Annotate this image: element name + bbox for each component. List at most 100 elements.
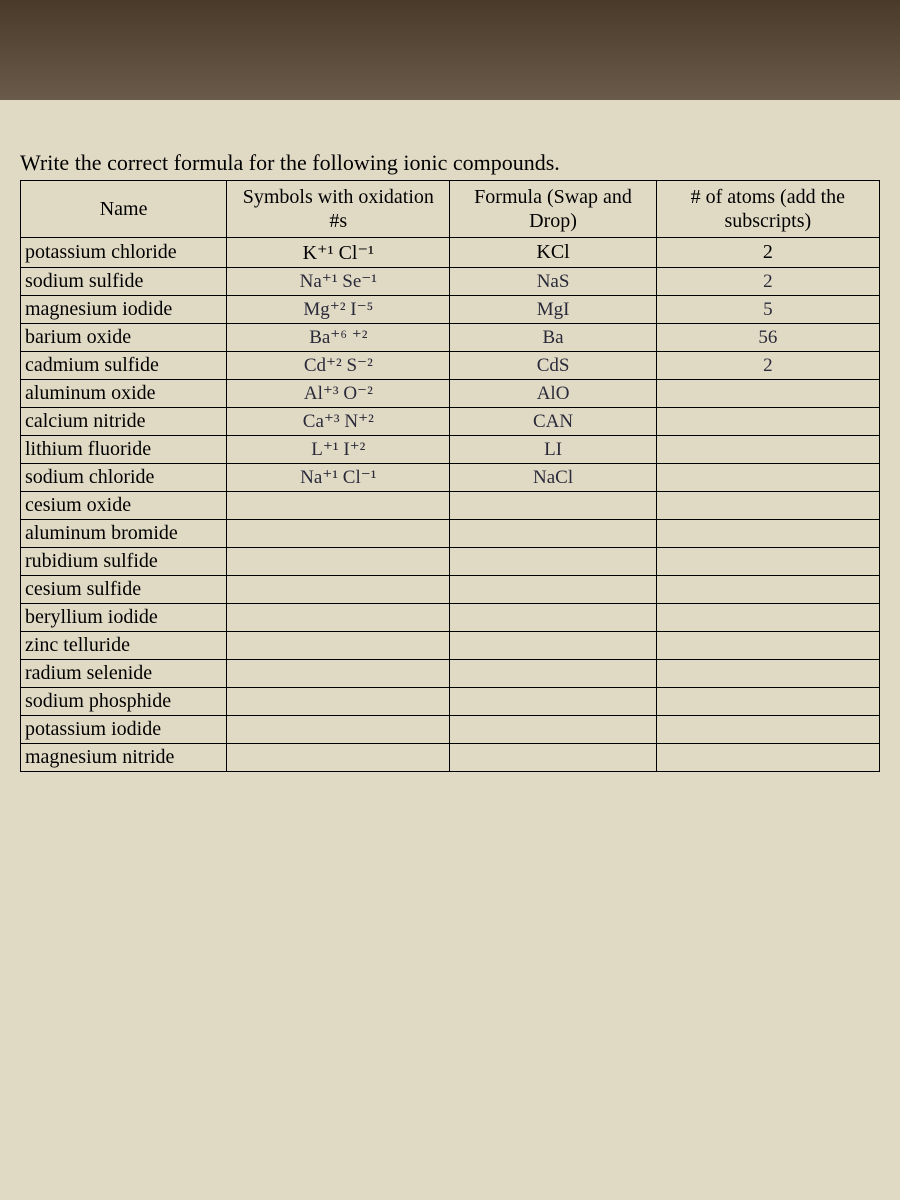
compound-name: radium selenide: [21, 660, 227, 688]
atoms-cell: [656, 520, 879, 548]
formula-cell: Ba: [450, 324, 656, 352]
symbols-cell: Al⁺³ O⁻²: [227, 380, 450, 408]
formula-cell: [450, 716, 656, 744]
formula-cell: [450, 632, 656, 660]
formula-cell: [450, 744, 656, 772]
formula-cell: [450, 492, 656, 520]
formula-cell: [450, 604, 656, 632]
atoms-cell: [656, 660, 879, 688]
table-row: potassium chlorideK⁺¹ Cl⁻¹KCl2: [21, 238, 880, 268]
table-row: magnesium iodideMg⁺² I⁻⁵MgI5: [21, 296, 880, 324]
symbols-cell: [227, 744, 450, 772]
formula-cell: CAN: [450, 408, 656, 436]
atoms-cell: 2: [656, 352, 879, 380]
atoms-cell: [656, 688, 879, 716]
atoms-cell: [656, 548, 879, 576]
table-row: calcium nitrideCa⁺³ N⁺²CAN: [21, 408, 880, 436]
table-row: rubidium sulfide: [21, 548, 880, 576]
table-row: beryllium iodide: [21, 604, 880, 632]
formula-cell: AlO: [450, 380, 656, 408]
symbols-cell: [227, 520, 450, 548]
symbols-cell: [227, 492, 450, 520]
formula-cell: NaS: [450, 268, 656, 296]
compound-name: rubidium sulfide: [21, 548, 227, 576]
formula-cell: [450, 660, 656, 688]
symbols-cell: Cd⁺² S⁻²: [227, 352, 450, 380]
atoms-cell: [656, 744, 879, 772]
formula-cell: KCl: [450, 238, 656, 268]
symbols-cell: [227, 688, 450, 716]
formula-cell: [450, 576, 656, 604]
symbols-cell: Mg⁺² I⁻⁵: [227, 296, 450, 324]
atoms-cell: 2: [656, 238, 879, 268]
atoms-cell: 5: [656, 296, 879, 324]
atoms-cell: 2: [656, 268, 879, 296]
desk-background: [0, 0, 900, 100]
compound-name: aluminum bromide: [21, 520, 227, 548]
table-row: cesium oxide: [21, 492, 880, 520]
header-formula: Formula (Swap and Drop): [450, 181, 656, 238]
compound-name: zinc telluride: [21, 632, 227, 660]
table-row: radium selenide: [21, 660, 880, 688]
symbols-cell: Na⁺¹ Cl⁻¹: [227, 464, 450, 492]
atoms-cell: [656, 464, 879, 492]
compound-name: beryllium iodide: [21, 604, 227, 632]
formula-cell: NaCl: [450, 464, 656, 492]
table-row: sodium phosphide: [21, 688, 880, 716]
compound-name: barium oxide: [21, 324, 227, 352]
compound-name: magnesium nitride: [21, 744, 227, 772]
compound-name: aluminum oxide: [21, 380, 227, 408]
header-formula-label: Formula (Swap and Drop): [474, 186, 632, 232]
table-row: potassium iodide: [21, 716, 880, 744]
formula-cell: LI: [450, 436, 656, 464]
atoms-cell: [656, 436, 879, 464]
atoms-cell: [656, 408, 879, 436]
table-row: barium oxideBa⁺⁶ ⁺²Ba56: [21, 324, 880, 352]
symbols-cell: [227, 576, 450, 604]
atoms-cell: [656, 380, 879, 408]
formula-cell: [450, 548, 656, 576]
compound-name: calcium nitride: [21, 408, 227, 436]
atoms-cell: [656, 492, 879, 520]
table-row: cadmium sulfideCd⁺² S⁻²CdS2: [21, 352, 880, 380]
symbols-cell: [227, 632, 450, 660]
header-name: Name: [21, 181, 227, 238]
formula-cell: MgI: [450, 296, 656, 324]
symbols-cell: [227, 604, 450, 632]
table-row: aluminum bromide: [21, 520, 880, 548]
table-body: potassium chlorideK⁺¹ Cl⁻¹KCl2sodium sul…: [21, 238, 880, 772]
compound-name: potassium chloride: [21, 238, 227, 268]
worksheet-paper: Write the correct formula for the follow…: [0, 100, 900, 1200]
table-row: cesium sulfide: [21, 576, 880, 604]
compounds-table: Name Symbols with oxidation #s Formula (…: [20, 180, 880, 772]
header-row: Name Symbols with oxidation #s Formula (…: [21, 181, 880, 238]
compound-name: sodium phosphide: [21, 688, 227, 716]
formula-cell: [450, 520, 656, 548]
compound-name: magnesium iodide: [21, 296, 227, 324]
table-row: sodium sulfideNa⁺¹ Se⁻¹NaS2: [21, 268, 880, 296]
atoms-cell: [656, 604, 879, 632]
instruction-text: Write the correct formula for the follow…: [20, 150, 880, 176]
symbols-cell: Ca⁺³ N⁺²: [227, 408, 450, 436]
compound-name: sodium sulfide: [21, 268, 227, 296]
formula-cell: CdS: [450, 352, 656, 380]
compound-name: lithium fluoride: [21, 436, 227, 464]
table-row: magnesium nitride: [21, 744, 880, 772]
symbols-cell: L⁺¹ I⁺²: [227, 436, 450, 464]
atoms-cell: [656, 632, 879, 660]
table-row: lithium fluorideL⁺¹ I⁺²LI: [21, 436, 880, 464]
symbols-cell: [227, 660, 450, 688]
atoms-cell: [656, 716, 879, 744]
compound-name: potassium iodide: [21, 716, 227, 744]
header-atoms-label: # of atoms (add the subscripts): [691, 186, 845, 232]
header-symbols-label: Symbols with oxidation #s: [243, 186, 434, 232]
compound-name: sodium chloride: [21, 464, 227, 492]
header-atoms: # of atoms (add the subscripts): [656, 181, 879, 238]
table-row: zinc telluride: [21, 632, 880, 660]
compound-name: cesium oxide: [21, 492, 227, 520]
table-row: sodium chlorideNa⁺¹ Cl⁻¹NaCl: [21, 464, 880, 492]
atoms-cell: 56: [656, 324, 879, 352]
header-symbols: Symbols with oxidation #s: [227, 181, 450, 238]
instruction-label: Write the correct formula for the follow…: [20, 150, 560, 175]
compound-name: cadmium sulfide: [21, 352, 227, 380]
